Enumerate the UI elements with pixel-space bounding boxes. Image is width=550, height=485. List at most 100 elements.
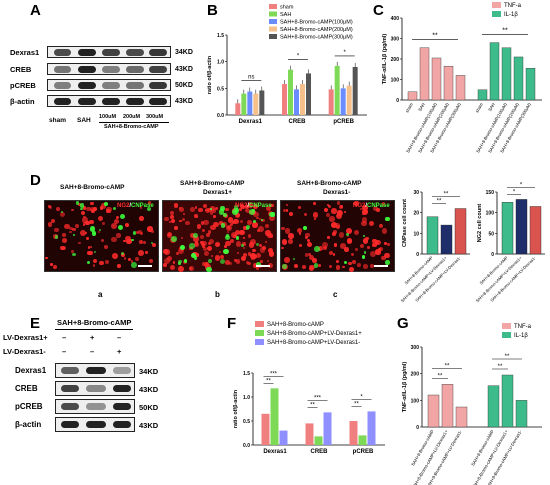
cell-dot bbox=[268, 251, 274, 257]
cell-dot bbox=[60, 245, 65, 251]
cell-dot bbox=[80, 207, 83, 211]
cell-dot bbox=[328, 264, 332, 268]
cell-dot bbox=[313, 202, 317, 206]
e-label-actin: β-actin bbox=[15, 420, 42, 429]
cell-dot bbox=[339, 204, 344, 208]
cell-dot bbox=[384, 252, 391, 259]
bar bbox=[282, 84, 287, 115]
cell-dot bbox=[151, 242, 157, 248]
bar bbox=[487, 385, 500, 428]
cell-dot bbox=[359, 243, 364, 249]
cell-dot bbox=[229, 222, 233, 226]
cell-dot bbox=[137, 250, 144, 257]
sig-mark: ** bbox=[354, 401, 359, 407]
cell-dot bbox=[180, 236, 184, 240]
cell-dot bbox=[281, 239, 287, 245]
panel-letter-a: A bbox=[30, 2, 41, 19]
cell-dot bbox=[255, 252, 261, 258]
x-tick-label: pCREB bbox=[333, 119, 354, 125]
lane-group-label: SAH+8-Bromo-cAMP bbox=[104, 124, 159, 130]
cell-dot bbox=[98, 228, 102, 232]
scale-bar-a bbox=[138, 265, 152, 267]
cell-dot bbox=[193, 242, 199, 248]
bar bbox=[328, 89, 334, 115]
scale-bar-b bbox=[256, 265, 270, 267]
cell-dot bbox=[344, 247, 349, 252]
cell-dot bbox=[363, 264, 368, 269]
cell-dot bbox=[167, 232, 173, 238]
panel-e-blot: SAH+8-Bromo-cAMP LV-Dexras1+ – + – LV-De… bbox=[0, 315, 215, 485]
bar bbox=[501, 47, 512, 101]
cell-dot bbox=[209, 238, 215, 244]
e-row2-label: LV-Dexras1- bbox=[3, 347, 46, 356]
bar bbox=[305, 423, 314, 445]
bar bbox=[515, 400, 528, 428]
bar bbox=[501, 374, 514, 428]
cell-dot bbox=[87, 250, 92, 256]
e-kd-dexras1: 34KD bbox=[139, 367, 159, 376]
legend-label: SAH+8-Bromo-cAMP(100μM) bbox=[280, 20, 353, 26]
legend-swatch bbox=[492, 11, 501, 17]
cell-dot bbox=[200, 240, 204, 244]
bar bbox=[489, 42, 500, 101]
y-tick-label: 150 bbox=[486, 190, 495, 196]
cell-dot bbox=[250, 253, 256, 259]
cell-dot bbox=[340, 243, 346, 250]
cell-dot bbox=[205, 208, 208, 211]
cell-dot bbox=[92, 206, 97, 212]
cell-dot bbox=[205, 264, 211, 270]
cell-dot bbox=[346, 238, 353, 245]
y-tick-label: 1.0 bbox=[243, 395, 250, 401]
sig-mark: ns bbox=[248, 74, 254, 80]
bar bbox=[306, 73, 311, 115]
cell-dot bbox=[270, 203, 274, 208]
cell-dot bbox=[80, 229, 86, 236]
lane-group-line bbox=[99, 122, 169, 123]
cell-dot bbox=[89, 201, 94, 206]
cell-dot bbox=[248, 202, 254, 208]
cell-dot bbox=[296, 227, 302, 233]
cell-dot bbox=[288, 233, 294, 239]
cell-dot bbox=[239, 219, 244, 223]
cell-dot bbox=[348, 261, 352, 266]
e-row1-label: LV-Dexras1+ bbox=[3, 333, 48, 342]
bar bbox=[529, 206, 542, 255]
blot-label-actin: β-actin bbox=[10, 97, 35, 106]
cell-dot bbox=[106, 209, 111, 214]
cell-dot bbox=[163, 263, 167, 267]
cell-dot bbox=[235, 236, 239, 240]
cell-dot bbox=[233, 218, 237, 222]
cell-dot bbox=[355, 248, 358, 252]
cell-dot bbox=[308, 252, 312, 256]
cell-dot bbox=[82, 206, 87, 210]
cell-dot bbox=[282, 264, 287, 269]
cell-dot bbox=[258, 217, 262, 221]
cell-dot bbox=[213, 222, 219, 228]
cell-dot bbox=[193, 256, 198, 260]
x-tick-label: CREB bbox=[310, 449, 328, 455]
lane-sham: sham bbox=[49, 117, 66, 124]
cell-dot bbox=[169, 264, 175, 270]
cell-dot bbox=[104, 260, 109, 265]
cell-dot bbox=[308, 255, 314, 261]
scale-bar-c bbox=[374, 265, 388, 267]
cell-dot bbox=[303, 226, 308, 231]
cell-dot bbox=[282, 209, 286, 213]
kd-creb: 43KD bbox=[175, 66, 193, 73]
cell-dot bbox=[235, 241, 242, 248]
cell-dot bbox=[234, 230, 240, 236]
cell-dot bbox=[307, 241, 313, 247]
cell-dot bbox=[314, 246, 320, 252]
cell-dot bbox=[47, 222, 52, 227]
cell-dot bbox=[101, 238, 105, 242]
cell-dot bbox=[342, 265, 345, 268]
cell-dot bbox=[224, 235, 230, 241]
cell-dot bbox=[260, 218, 263, 221]
cell-dot bbox=[284, 227, 291, 234]
cell-dot bbox=[163, 258, 170, 264]
e-header: SAH+8-Bromo-cAMP bbox=[57, 318, 132, 327]
sig-mark: ** bbox=[437, 199, 442, 205]
y-axis-label: ratio of/β-actin bbox=[233, 389, 239, 428]
